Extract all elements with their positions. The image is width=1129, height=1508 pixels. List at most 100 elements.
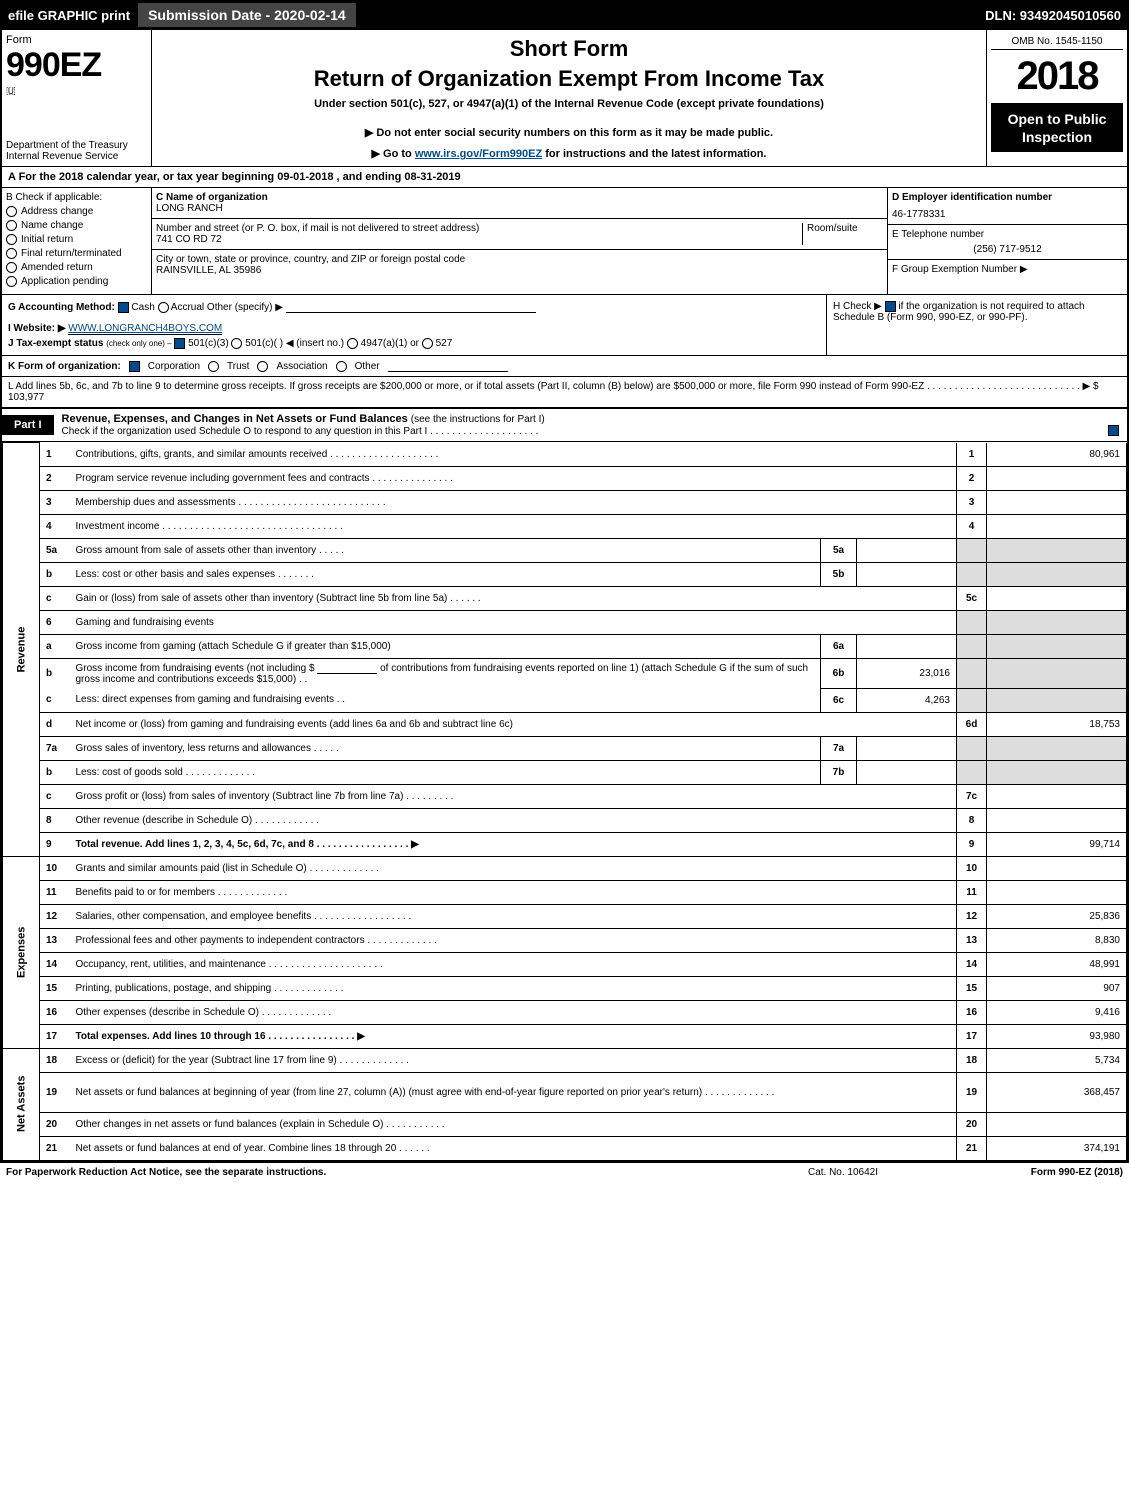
shaded xyxy=(987,539,1127,563)
netassets-side-label: Net Assets xyxy=(3,1048,40,1160)
paperwork-notice: For Paperwork Reduction Act Notice, see … xyxy=(6,1167,743,1178)
sub-num: 7a xyxy=(821,736,857,760)
dln-label: DLN: 93492045010560 xyxy=(977,8,1129,23)
checkbox-corp-icon[interactable] xyxy=(129,361,140,372)
line-num: 11 xyxy=(957,880,987,904)
circle-icon[interactable] xyxy=(6,220,17,231)
circle-icon[interactable] xyxy=(6,276,17,287)
row-num: b xyxy=(40,760,70,784)
tax-year: 2018 xyxy=(991,50,1123,104)
row-desc: Program service revenue including govern… xyxy=(70,467,957,491)
other-specify-field[interactable] xyxy=(286,301,536,313)
row-num: 18 xyxy=(40,1048,70,1072)
row-desc: Gross income from fundraising events (no… xyxy=(70,659,821,689)
checkbox-h-icon[interactable] xyxy=(885,301,896,312)
circle-icon[interactable] xyxy=(6,262,17,273)
top-bar: efile GRAPHIC print Submission Date - 20… xyxy=(0,0,1129,30)
opt-4947: 4947(a)(1) or xyxy=(361,338,419,349)
irs-link[interactable]: www.irs.gov/Form990EZ xyxy=(415,148,542,160)
row-desc: Salaries, other compensation, and employ… xyxy=(70,904,957,928)
row-num: a xyxy=(40,635,70,659)
line-a-label: A For the 2018 calendar year, or tax yea… xyxy=(8,171,277,183)
form-number-footer: Form 990-EZ (2018) xyxy=(943,1167,1123,1178)
shaded xyxy=(957,563,987,587)
circle-icon[interactable] xyxy=(6,248,17,259)
block-bcdef: B Check if applicable: Address change Na… xyxy=(2,188,1127,295)
phone-value: (256) 717-9512 xyxy=(892,244,1123,255)
checkbox-501c3-icon[interactable] xyxy=(174,338,185,349)
short-form-title: Short Form xyxy=(158,36,980,62)
other-label: Other (specify) ▶ xyxy=(207,302,283,313)
row-desc: Less: cost of goods sold . . . . . . . .… xyxy=(70,760,821,784)
row-desc: Gain or (loss) from sale of assets other… xyxy=(70,587,957,611)
row-num: b xyxy=(40,563,70,587)
taxexempt-label: J Tax-exempt status xyxy=(8,338,103,349)
checkbox-cash-icon[interactable] xyxy=(118,302,129,313)
row-num: 6 xyxy=(40,611,70,635)
form-id-box: Form 990EZ 🇺 Department of the Treasury … xyxy=(2,30,152,166)
radio-assoc-icon[interactable] xyxy=(257,361,268,372)
amount: 99,714 xyxy=(987,832,1127,856)
row-desc: Benefits paid to or for members . . . . … xyxy=(70,880,957,904)
amount: 18,753 xyxy=(987,712,1127,736)
row-num: 12 xyxy=(40,904,70,928)
amount: 48,991 xyxy=(987,952,1127,976)
shaded xyxy=(987,736,1127,760)
row-num: 2 xyxy=(40,467,70,491)
contributions-amount-field[interactable] xyxy=(317,662,377,674)
phone-label: E Telephone number xyxy=(892,229,1123,240)
row-desc: Professional fees and other payments to … xyxy=(70,928,957,952)
row-desc: Gross sales of inventory, less returns a… xyxy=(70,736,821,760)
row-desc: Gross profit or (loss) from sales of inv… xyxy=(70,784,957,808)
circle-icon[interactable] xyxy=(6,206,17,217)
submission-date: Submission Date - 2020-02-14 xyxy=(138,3,356,27)
form-number: 990EZ xyxy=(6,46,147,85)
radio-4947-icon[interactable] xyxy=(347,338,358,349)
goto-instructions: ▶ Go to www.irs.gov/Form990EZ for instru… xyxy=(158,147,980,160)
accrual-label: Accrual xyxy=(171,302,204,313)
part1-tab: Part I xyxy=(2,415,54,435)
line-g: G Accounting Method: Cash Accrual Other … xyxy=(2,295,827,355)
goto-prefix: ▶ Go to xyxy=(372,148,415,160)
line-h-prefix: H Check ▶ xyxy=(833,301,885,312)
row-num: 8 xyxy=(40,808,70,832)
opt-501c3: 501(c)(3) xyxy=(188,338,229,349)
row-num: c xyxy=(40,784,70,808)
row-num: 20 xyxy=(40,1112,70,1136)
radio-trust-icon[interactable] xyxy=(208,361,219,372)
return-title: Return of Organization Exempt From Incom… xyxy=(158,66,980,92)
opt-527: 527 xyxy=(436,338,453,349)
city-value: RAINSVILLE, AL 35986 xyxy=(156,265,883,276)
row-desc: Contributions, gifts, grants, and simila… xyxy=(70,443,957,467)
checkbox-schedule-o-icon[interactable] xyxy=(1108,425,1119,436)
part1-title: Revenue, Expenses, and Changes in Net As… xyxy=(54,409,1127,441)
line-k: K Form of organization: Corporation Trus… xyxy=(2,356,1127,377)
shaded xyxy=(987,760,1127,784)
shaded xyxy=(987,563,1127,587)
shaded xyxy=(957,539,987,563)
shaded xyxy=(987,611,1127,635)
row-desc: Gross amount from sale of assets other t… xyxy=(70,539,821,563)
other-org-field[interactable] xyxy=(388,360,508,372)
shaded xyxy=(957,659,987,689)
radio-accrual-icon[interactable] xyxy=(158,302,169,313)
line-l-text: L Add lines 5b, 6c, and 7b to line 9 to … xyxy=(8,381,1099,392)
line-num: 5c xyxy=(957,587,987,611)
sub-num: 5a xyxy=(821,539,857,563)
circle-icon[interactable] xyxy=(6,234,17,245)
street-value: 741 CO RD 72 xyxy=(156,234,798,245)
row-num: c xyxy=(40,688,70,712)
website-link[interactable]: WWW.LONGRANCH4BOYS.COM xyxy=(68,323,222,335)
opt-corporation: Corporation xyxy=(148,361,200,372)
group-exemption-label: F Group Exemption Number ▶ xyxy=(892,264,1123,275)
radio-other-icon[interactable] xyxy=(336,361,347,372)
line-a-mid: , and ending xyxy=(337,171,405,183)
sub-num: 7b xyxy=(821,760,857,784)
radio-527-icon[interactable] xyxy=(422,338,433,349)
revenue-side-label: Revenue xyxy=(3,443,40,857)
goto-suffix: for instructions and the latest informat… xyxy=(545,148,766,160)
shaded xyxy=(987,659,1127,689)
org-name: LONG RANCH xyxy=(156,203,883,214)
amount xyxy=(987,784,1127,808)
radio-501c-icon[interactable] xyxy=(231,338,242,349)
